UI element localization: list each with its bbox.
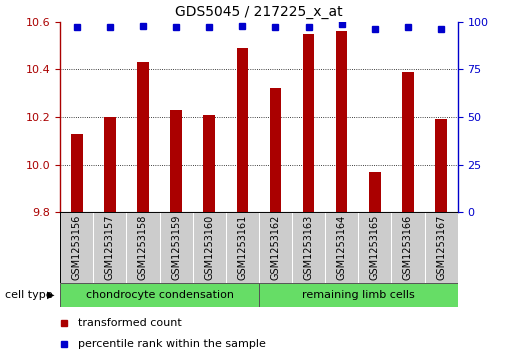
Bar xyxy=(292,212,325,283)
Bar xyxy=(71,134,83,212)
Bar xyxy=(391,212,425,283)
Text: GSM1253163: GSM1253163 xyxy=(303,215,314,280)
Bar xyxy=(369,172,381,212)
Text: GSM1253160: GSM1253160 xyxy=(204,215,214,280)
Bar xyxy=(226,212,259,283)
Bar xyxy=(60,212,93,283)
Bar xyxy=(93,212,127,283)
Text: cell type: cell type xyxy=(5,290,53,300)
Bar xyxy=(137,62,149,212)
Text: GSM1253162: GSM1253162 xyxy=(270,215,280,281)
Bar xyxy=(170,110,182,212)
Text: GSM1253167: GSM1253167 xyxy=(436,215,446,281)
Text: transformed count: transformed count xyxy=(78,318,182,328)
Bar xyxy=(192,212,226,283)
Text: GSM1253161: GSM1253161 xyxy=(237,215,247,280)
Text: GSM1253165: GSM1253165 xyxy=(370,215,380,281)
Bar xyxy=(270,89,281,212)
Bar xyxy=(402,72,414,212)
Bar xyxy=(236,48,248,212)
Bar xyxy=(303,34,314,212)
Bar xyxy=(259,283,458,307)
Bar xyxy=(259,212,292,283)
Text: remaining limb cells: remaining limb cells xyxy=(302,290,415,300)
Text: GSM1253166: GSM1253166 xyxy=(403,215,413,280)
Text: GSM1253159: GSM1253159 xyxy=(171,215,181,281)
Bar xyxy=(60,283,259,307)
Text: chondrocyte condensation: chondrocyte condensation xyxy=(86,290,233,300)
Bar xyxy=(336,31,347,212)
Text: ▶: ▶ xyxy=(47,290,54,300)
Bar xyxy=(325,212,358,283)
Title: GDS5045 / 217225_x_at: GDS5045 / 217225_x_at xyxy=(175,5,343,19)
Bar xyxy=(435,119,447,212)
Bar xyxy=(160,212,192,283)
Bar xyxy=(425,212,458,283)
Bar xyxy=(203,115,215,212)
Text: GSM1253157: GSM1253157 xyxy=(105,215,115,281)
Text: GSM1253158: GSM1253158 xyxy=(138,215,148,281)
Text: GSM1253156: GSM1253156 xyxy=(72,215,82,281)
Text: percentile rank within the sample: percentile rank within the sample xyxy=(78,339,266,349)
Text: GSM1253164: GSM1253164 xyxy=(337,215,347,280)
Bar xyxy=(127,212,160,283)
Bar xyxy=(358,212,391,283)
Bar xyxy=(104,117,116,212)
